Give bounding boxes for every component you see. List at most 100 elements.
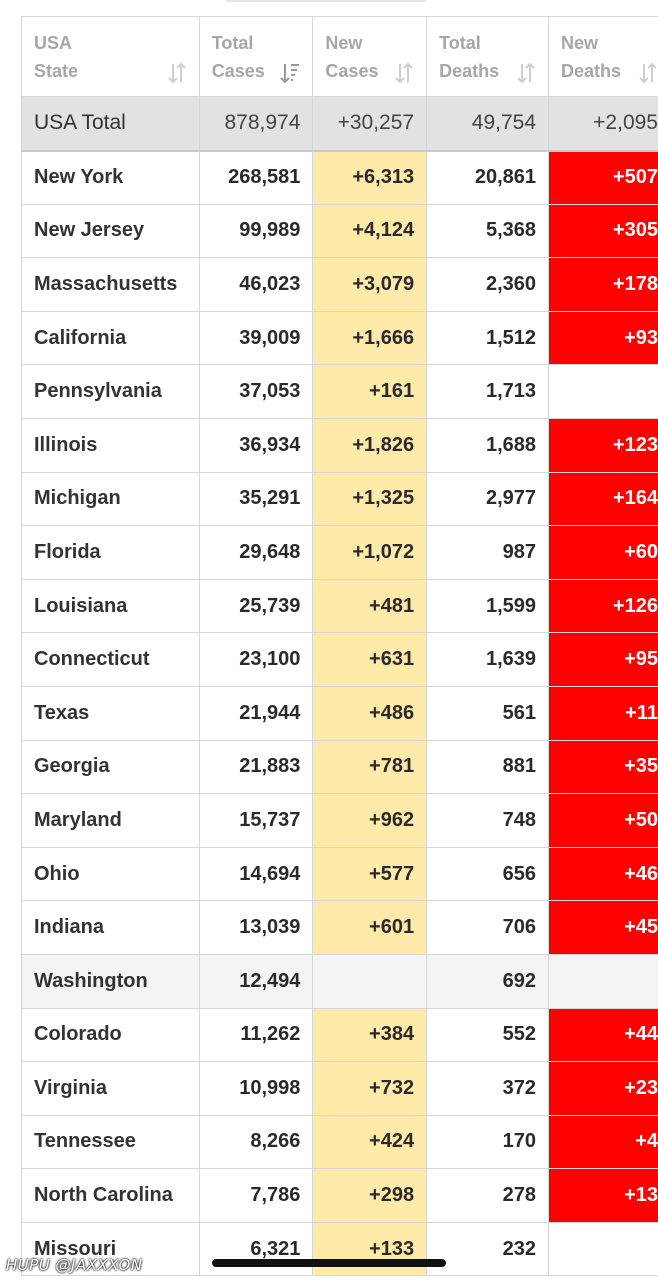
new-cases-cell: +298 bbox=[312, 1168, 428, 1223]
table-row[interactable]: Colorado 11,262 +384 552 +44 bbox=[21, 1007, 658, 1063]
header-total-deaths[interactable]: Total Deaths bbox=[426, 16, 550, 97]
state-name-cell: Ohio bbox=[21, 846, 200, 902]
table-row[interactable]: Florida 29,648 +1,072 987 +60 bbox=[21, 525, 658, 580]
table-row[interactable]: Maryland 15,737 +962 748 +50 bbox=[21, 793, 658, 848]
state-name-cell: Tennessee bbox=[21, 1114, 200, 1170]
new-cases-cell: +601 bbox=[312, 900, 428, 955]
table-row[interactable]: New Jersey 99,989 +4,124 5,368 +305 bbox=[21, 203, 658, 259]
new-deaths-cell: +60 bbox=[548, 525, 658, 580]
new-cases-cell: +732 bbox=[312, 1061, 428, 1116]
new-cases-cell: +631 bbox=[312, 632, 428, 687]
header-total-deaths-label: Total Deaths bbox=[439, 32, 500, 81]
new-deaths-cell: +35 bbox=[548, 739, 658, 795]
state-name-cell: Georgia bbox=[21, 739, 200, 795]
header-state[interactable]: USA State bbox=[21, 16, 200, 97]
table-row[interactable]: Ohio 14,694 +577 656 +46 bbox=[21, 846, 658, 902]
sort-arrows-icon[interactable] bbox=[516, 62, 536, 84]
table-row[interactable]: Virginia 10,998 +732 372 +23 bbox=[21, 1061, 658, 1116]
table-row[interactable]: Pennsylvania 37,053 +161 1,713 bbox=[21, 364, 658, 419]
total-cases-cell: 13,039 bbox=[198, 900, 314, 955]
table-row[interactable]: Illinois 36,934 +1,826 1,688 +123 bbox=[21, 417, 658, 473]
total-deaths-cell: 5,368 bbox=[426, 203, 550, 259]
table-row[interactable]: Indiana 13,039 +601 706 +45 bbox=[21, 900, 658, 955]
state-name-cell: Maryland bbox=[21, 793, 200, 848]
total-deaths-cell: 2,977 bbox=[426, 471, 550, 527]
total-cases-cell: 23,100 bbox=[198, 632, 314, 687]
new-deaths-cell: +4 bbox=[548, 1114, 658, 1170]
covid-usa-table: USA State Total Cases New Cases bbox=[21, 16, 658, 1277]
table-row[interactable]: Texas 21,944 +486 561 +11 bbox=[21, 685, 658, 741]
total-deaths-cell: 1,599 bbox=[426, 578, 550, 634]
new-deaths-cell: +44 bbox=[548, 1007, 658, 1063]
total-cases-cell: 21,944 bbox=[198, 685, 314, 741]
table-row[interactable]: Washington 12,494 692 bbox=[21, 953, 658, 1009]
new-deaths-cell: +178 bbox=[548, 257, 658, 312]
new-deaths-cell bbox=[548, 1221, 658, 1277]
table-row[interactable]: Michigan 35,291 +1,325 2,977 +164 bbox=[21, 471, 658, 527]
new-deaths-cell bbox=[548, 364, 658, 419]
total-cases-cell: 11,262 bbox=[198, 1007, 314, 1063]
total-cases-cell: 35,291 bbox=[198, 471, 314, 527]
state-name-cell: North Carolina bbox=[21, 1168, 200, 1223]
total-deaths-cell: 372 bbox=[426, 1061, 550, 1116]
top-divider bbox=[226, 0, 426, 2]
total-deaths-cell: 232 bbox=[426, 1221, 550, 1277]
new-cases-cell: +384 bbox=[312, 1007, 428, 1063]
state-name-cell: Massachusetts bbox=[21, 257, 200, 312]
new-cases-cell bbox=[312, 953, 428, 1009]
home-indicator[interactable] bbox=[212, 1259, 446, 1267]
new-deaths-cell: +23 bbox=[548, 1061, 658, 1116]
table-row[interactable]: California 39,009 +1,666 1,512 +93 bbox=[21, 310, 658, 366]
total-deaths-cell: 656 bbox=[426, 846, 550, 902]
total-cases-cell: 37,053 bbox=[198, 364, 314, 419]
state-name-cell: New York bbox=[21, 150, 200, 205]
table-row[interactable]: North Carolina 7,786 +298 278 +13 bbox=[21, 1168, 658, 1223]
table-row[interactable]: Connecticut 23,100 +631 1,639 +95 bbox=[21, 632, 658, 687]
total-deaths-cell: 692 bbox=[426, 953, 550, 1009]
total-cases-cell: 10,998 bbox=[198, 1061, 314, 1116]
state-name-cell: Pennsylvania bbox=[21, 364, 200, 419]
header-new-deaths[interactable]: New Deaths bbox=[548, 16, 658, 97]
new-deaths-cell: +46 bbox=[548, 846, 658, 902]
state-name-cell: Missouri bbox=[21, 1221, 200, 1277]
total-deaths-cell: 49,754 bbox=[426, 96, 550, 152]
table-row[interactable]: Missouri 6,321 +133 232 bbox=[21, 1221, 658, 1277]
total-cases-cell: 25,739 bbox=[198, 578, 314, 634]
table-row[interactable]: Georgia 21,883 +781 881 +35 bbox=[21, 739, 658, 795]
total-deaths-cell: 1,688 bbox=[426, 417, 550, 473]
new-cases-cell: +161 bbox=[312, 364, 428, 419]
total-cases-cell: 7,786 bbox=[198, 1168, 314, 1223]
sort-arrows-icon[interactable] bbox=[638, 62, 658, 84]
sort-arrows-icon[interactable] bbox=[394, 62, 414, 84]
total-cases-cell: 14,694 bbox=[198, 846, 314, 902]
header-new-cases-label: New Cases bbox=[325, 32, 379, 81]
new-cases-cell: +3,079 bbox=[312, 257, 428, 312]
new-cases-cell: +4,124 bbox=[312, 203, 428, 259]
header-state-label: USA State bbox=[34, 32, 79, 81]
total-deaths-cell: 706 bbox=[426, 900, 550, 955]
new-cases-cell: +486 bbox=[312, 685, 428, 741]
total-deaths-cell: 552 bbox=[426, 1007, 550, 1063]
sort-desc-icon[interactable] bbox=[280, 62, 300, 84]
watermark: HUPU @JAXXXON bbox=[6, 1256, 143, 1274]
header-total-cases[interactable]: Total Cases bbox=[198, 16, 314, 97]
sort-arrows-icon[interactable] bbox=[167, 62, 187, 84]
new-cases-cell: +1,072 bbox=[312, 525, 428, 580]
state-name-cell: Illinois bbox=[21, 417, 200, 473]
table-row[interactable]: Massachusetts 46,023 +3,079 2,360 +178 bbox=[21, 257, 658, 312]
total-deaths-cell: 561 bbox=[426, 685, 550, 741]
total-cases-cell: 8,266 bbox=[198, 1114, 314, 1170]
header-new-cases[interactable]: New Cases bbox=[312, 16, 428, 97]
table-row[interactable]: Tennessee 8,266 +424 170 +4 bbox=[21, 1114, 658, 1170]
total-deaths-cell: 987 bbox=[426, 525, 550, 580]
total-cases-cell: 878,974 bbox=[198, 96, 314, 152]
new-cases-cell: +481 bbox=[312, 578, 428, 634]
table-row[interactable]: New York 268,581 +6,313 20,861 +507 bbox=[21, 150, 658, 205]
total-cases-cell: 99,989 bbox=[198, 203, 314, 259]
new-deaths-cell: +95 bbox=[548, 632, 658, 687]
new-deaths-cell: +13 bbox=[548, 1168, 658, 1223]
new-cases-cell: +1,666 bbox=[312, 310, 428, 366]
state-name-cell: New Jersey bbox=[21, 203, 200, 259]
new-deaths-cell: +305 bbox=[548, 203, 658, 259]
table-row[interactable]: Louisiana 25,739 +481 1,599 +126 bbox=[21, 578, 658, 634]
